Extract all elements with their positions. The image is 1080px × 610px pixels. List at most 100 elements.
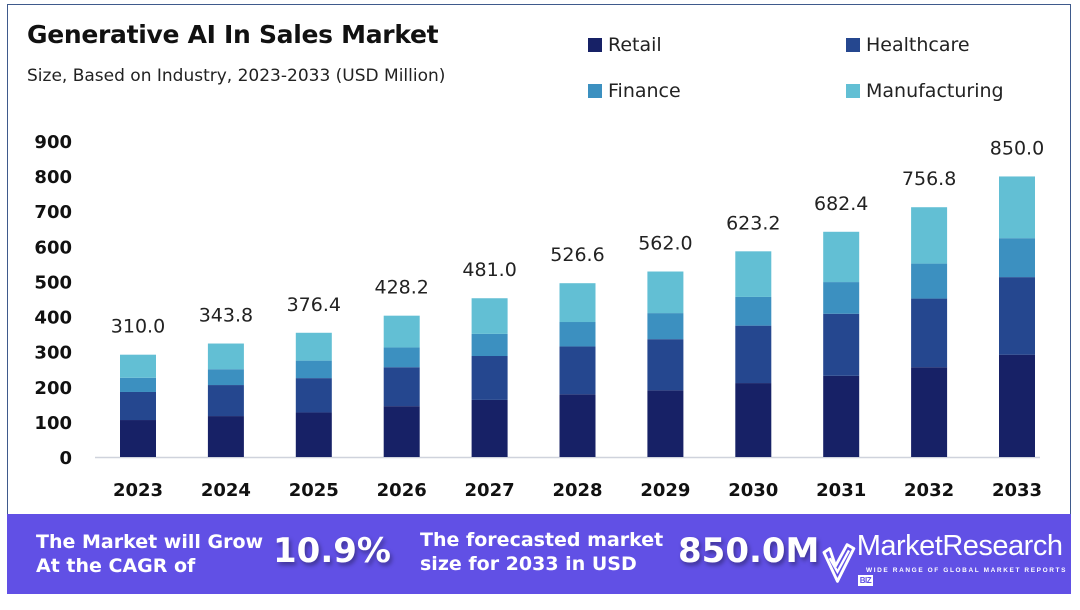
bar-segment-manufacturing — [383, 315, 420, 348]
x-tick-label: 2028 — [552, 480, 602, 501]
bar-segment-manufacturing — [120, 354, 156, 378]
bar-segment-finance — [295, 360, 332, 379]
bar-segment-finance — [120, 377, 156, 392]
bar-segment-manufacturing — [911, 207, 948, 264]
bar-segment-manufacturing — [207, 343, 244, 370]
bar-segment-finance — [911, 263, 948, 299]
bar-total-label: 376.4 — [287, 294, 341, 316]
chart-frame — [7, 4, 1071, 514]
bar-segment-manufacturing — [823, 231, 860, 283]
x-tick-label: 2023 — [113, 480, 163, 501]
bar-segment-finance — [559, 322, 596, 347]
y-tick-label: 800 — [34, 167, 72, 188]
bar-segment-retail — [735, 383, 772, 457]
x-tick-label: 2026 — [377, 480, 427, 501]
y-tick-label: 200 — [34, 378, 72, 399]
x-tick-label: 2027 — [465, 480, 515, 501]
legend-label-finance: Finance — [608, 80, 681, 102]
bar-segment-manufacturing — [295, 332, 332, 361]
bar-segment-retail — [120, 420, 156, 457]
bar-segment-healthcare — [647, 339, 684, 391]
bar-segment-retail — [647, 390, 684, 457]
y-tick-label: 400 — [34, 308, 72, 329]
y-tick-label: 100 — [34, 413, 72, 434]
bar-segment-healthcare — [911, 298, 948, 368]
bar-segment-finance — [471, 333, 508, 357]
bar-segment-retail — [295, 412, 332, 457]
bar-segment-retail — [383, 406, 420, 457]
bar-total-label: 623.2 — [726, 212, 780, 234]
bar-segment-manufacturing — [471, 298, 508, 334]
bar-total-label: 481.0 — [462, 259, 516, 281]
bar-total-label: 850.0 — [990, 137, 1044, 159]
legend-swatch-finance — [588, 84, 602, 98]
bar-segment-retail — [999, 354, 1035, 457]
checkmark-logo-icon — [822, 543, 856, 583]
x-tick-label: 2025 — [289, 480, 339, 501]
bar-segment-finance — [647, 313, 684, 340]
cagr-caption-line2: At the CAGR of — [36, 555, 196, 577]
x-tick-label: 2030 — [728, 480, 778, 501]
legend-item-finance: Finance — [588, 80, 681, 102]
x-tick-label: 2029 — [640, 480, 690, 501]
y-tick-label: 700 — [34, 202, 72, 223]
x-tick-label: 2033 — [992, 480, 1042, 501]
forecast-caption-line1: The forecasted market — [420, 529, 664, 551]
chart-title: Generative AI In Sales Market — [27, 20, 439, 49]
chart-subtitle: Size, Based on Industry, 2023-2033 (USD … — [27, 66, 446, 86]
forecast-caption-line2: size for 2033 in USD — [420, 553, 637, 575]
y-tick-label: 900 — [34, 132, 72, 153]
y-tick-label: 0 — [59, 448, 72, 469]
bar-total-label: 343.8 — [199, 305, 253, 327]
x-tick-label: 2031 — [816, 480, 866, 501]
cagr-caption: The Market will Grow At the CAGR of — [36, 530, 263, 578]
bar-segment-healthcare — [383, 367, 420, 407]
legend-swatch-retail — [588, 38, 602, 52]
bar-segment-healthcare — [471, 356, 508, 400]
legend-item-healthcare: Healthcare — [846, 34, 970, 56]
bar-total-label: 526.6 — [550, 244, 604, 266]
legend-swatch-healthcare — [846, 38, 860, 52]
x-tick-label: 2024 — [201, 480, 251, 501]
legend-label-healthcare: Healthcare — [866, 34, 970, 56]
stacked-bar-chart: 0 100 200 300 400 500 600 700 800 900 310.0 2023 343… — [34, 132, 1044, 501]
legend-item-retail: Retail — [588, 34, 662, 56]
forecast-caption: The forecasted market size for 2033 in U… — [420, 528, 663, 576]
bar-segment-retail — [471, 399, 508, 457]
legend-label-retail: Retail — [608, 34, 662, 56]
bar-segment-finance — [999, 238, 1035, 278]
forecast-value: 850.0M — [678, 531, 820, 571]
bar-segment-finance — [383, 347, 420, 368]
bar-total-label: 682.4 — [814, 193, 868, 215]
summary-banner: The Market will Grow At the CAGR of 10.9… — [7, 514, 1071, 594]
y-tick-label: 300 — [34, 343, 72, 364]
bar-segment-retail — [911, 367, 948, 457]
bar-total-label: 310.0 — [111, 316, 165, 338]
logo-badge: BIZ — [857, 574, 874, 586]
legend-swatch-manufacturing — [846, 84, 860, 98]
bar-segment-healthcare — [999, 277, 1035, 355]
bar-total-label: 756.8 — [902, 168, 956, 190]
marketresearch-logo: MarketResearch BIZ WIDE RANGE OF GLOBAL M… — [822, 530, 1071, 596]
bar-segment-healthcare — [735, 325, 772, 384]
bar-segment-manufacturing — [647, 271, 684, 314]
bar-segment-finance — [207, 369, 244, 386]
bar-total-label: 562.0 — [638, 233, 692, 255]
bar-segment-healthcare — [295, 378, 332, 413]
legend-label-manufacturing: Manufacturing — [866, 80, 1004, 102]
cagr-value: 10.9% — [273, 531, 391, 571]
y-tick-label: 500 — [34, 272, 72, 293]
bar-segment-finance — [735, 296, 772, 326]
bar-segment-healthcare — [120, 391, 156, 421]
bar-segment-healthcare — [823, 313, 860, 376]
y-tick-label: 600 — [34, 237, 72, 258]
bar-segment-manufacturing — [559, 283, 596, 323]
legend-item-manufacturing: Manufacturing — [846, 80, 1004, 102]
legend: Retail Healthcare Finance Manufacturing — [588, 34, 1048, 114]
bar-segment-healthcare — [559, 346, 596, 395]
cagr-caption-line1: The Market will Grow — [36, 531, 264, 553]
bar-segment-retail — [207, 416, 244, 457]
logo-name-text: MarketResearch — [856, 530, 1063, 562]
x-tick-label: 2032 — [904, 480, 954, 501]
logo-tagline: WIDE RANGE OF GLOBAL MARKET REPORTS — [866, 567, 1068, 574]
